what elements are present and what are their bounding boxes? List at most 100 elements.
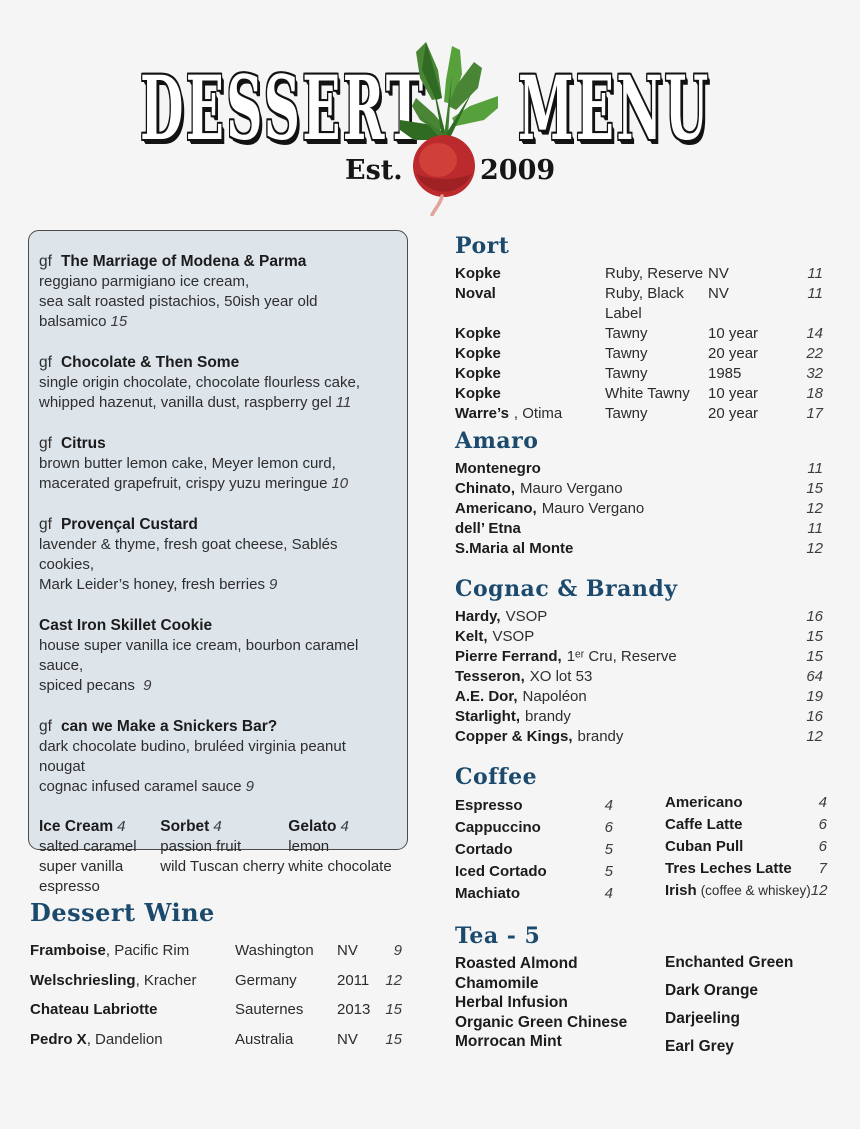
section-tea: Tea - 5 Roasted Almond Chamomile Herbal … bbox=[455, 923, 823, 1064]
dish-citrus: gf Citrus brown butter lemon cake, Meyer … bbox=[39, 433, 395, 494]
item-price: 15 bbox=[806, 480, 823, 497]
flavor: super vanilla bbox=[39, 858, 124, 875]
menu-row: Espresso 4 bbox=[455, 795, 613, 817]
page-title-menu: MENU bbox=[518, 56, 711, 160]
section-title: Coffee bbox=[455, 764, 538, 790]
item-name: Kopke bbox=[455, 325, 501, 342]
coffee-left-column: Espresso 4 Cappuccino 6 Cortado 5 Iced Cort… bbox=[455, 795, 613, 905]
dish-price: 15 bbox=[110, 313, 128, 330]
item-price: 12 bbox=[806, 540, 823, 557]
menu-row: Kopke Tawny 1985 32 bbox=[455, 364, 823, 384]
desc-line: dark chocolate budino, bruléed virginia … bbox=[39, 738, 346, 775]
desc-line: sea salt roasted pistachios, 50ish year … bbox=[39, 293, 318, 330]
menu-row: S.Maria al Monte 12 bbox=[455, 539, 823, 559]
item-style: Ruby, Black Label bbox=[605, 285, 684, 322]
menu-row: Hardy, VSOP 16 bbox=[455, 607, 823, 627]
gluten-free-label: gf bbox=[39, 354, 52, 371]
gluten-free-label: gf bbox=[39, 435, 52, 452]
item-name: Kopke bbox=[455, 345, 501, 362]
section-port: Port Kopke Ruby, Reserve NV 11 Noval Rub… bbox=[455, 233, 823, 424]
item-price: 11 bbox=[807, 265, 823, 282]
item-price: 4 bbox=[818, 794, 827, 811]
item-name: Kopke bbox=[455, 365, 501, 382]
dish-cast-iron-skillet-cookie: Cast Iron Skillet Cookie house super van… bbox=[39, 615, 395, 696]
dish-chocolate-then-some: gf Chocolate & Then Some single origin ch… bbox=[39, 352, 395, 413]
frozen-price: 4 bbox=[213, 818, 222, 835]
item-price: 64 bbox=[806, 668, 823, 685]
flavor: espresso bbox=[39, 878, 100, 895]
flavor: lemon bbox=[288, 838, 330, 855]
item-subname: Mauro Vergano bbox=[520, 480, 623, 497]
desc-line: reggiano parmigiano ice cream, bbox=[39, 273, 250, 290]
frozen-name: Gelato bbox=[288, 818, 337, 835]
desc-line: brown butter lemon cake, Meyer lemon cur… bbox=[39, 455, 336, 472]
menu-row: Machiato 4 bbox=[455, 883, 613, 905]
item-price: 11 bbox=[807, 460, 823, 477]
section-title: Port bbox=[455, 233, 510, 259]
menu-row: Chinato, Mauro Vergano 15 bbox=[455, 479, 823, 499]
menu-row: Welschriesling, Kracher Germany 2011 12 bbox=[30, 966, 402, 996]
menu-row: Cappuccino 6 bbox=[455, 817, 613, 839]
menu-row: Copper & Kings, brandy 12 bbox=[455, 727, 823, 747]
item-name: Machiato bbox=[455, 885, 521, 902]
tea-item: Enchanted Green bbox=[665, 954, 794, 971]
item-style: Tawny bbox=[605, 325, 648, 342]
gluten-free-label: gf bbox=[39, 253, 52, 270]
dish-price: 11 bbox=[335, 394, 352, 411]
frozen-price: 4 bbox=[117, 818, 126, 835]
menu-row: A.E. Dor, Napoléon 19 bbox=[455, 687, 823, 707]
menu-row: Iced Cortado 5 bbox=[455, 861, 613, 883]
dish-description: dark chocolate budino, bruléed virginia … bbox=[39, 737, 395, 797]
menu-row: Pierre Ferrand, 1ᵉʳ Cru, Reserve 15 bbox=[455, 647, 823, 667]
item-price: 22 bbox=[806, 345, 823, 362]
item-region: Washington bbox=[235, 942, 314, 959]
dish-title: gf Provençal Custard bbox=[39, 514, 395, 535]
menu-row: Framboise, Pacific Rim Washington NV 9 bbox=[30, 936, 402, 966]
established-label: Est. bbox=[345, 155, 403, 186]
tea-item: Dark Orange bbox=[665, 982, 759, 999]
dish-title: gf can we Make a Snickers Bar? bbox=[39, 716, 395, 737]
dish-title: gf Chocolate & Then Some bbox=[39, 352, 395, 373]
item-price: 4 bbox=[604, 885, 613, 902]
item-name: Montenegro bbox=[455, 460, 541, 477]
menu-row: Starlight, brandy 16 bbox=[455, 707, 823, 727]
menu-row: Caffe Latte 6 bbox=[665, 814, 827, 836]
item-name: Warre’s bbox=[455, 405, 509, 422]
dish-price: 9 bbox=[268, 576, 278, 593]
item-price: 4 bbox=[604, 797, 613, 814]
menu-row: Kopke Tawny 10 year 14 bbox=[455, 324, 823, 344]
menu-row: Tesseron, XO lot 53 64 bbox=[455, 667, 823, 687]
flavor: salted caramel bbox=[39, 838, 137, 855]
tea-item: Herbal Infusion bbox=[455, 994, 568, 1011]
menu-row: Kelt, VSOP 15 bbox=[455, 627, 823, 647]
item-name: Americano bbox=[665, 794, 743, 811]
item-price: 15 bbox=[806, 648, 823, 665]
item-price: 18 bbox=[806, 385, 823, 402]
item-name: Cappuccino bbox=[455, 819, 541, 836]
item-price: 5 bbox=[604, 841, 613, 858]
desc-line: spiced pecans bbox=[39, 677, 140, 694]
item-name: Cortado bbox=[455, 841, 513, 858]
item-name: Starlight, bbox=[455, 708, 521, 725]
item-subname: Mauro Vergano bbox=[541, 500, 645, 517]
item-name: A.E. Dor, bbox=[455, 688, 518, 705]
item-name: Cuban Pull bbox=[665, 838, 744, 855]
menu-row: Montenegro 11 bbox=[455, 459, 823, 479]
menu-row: Tres Leches Latte 7 bbox=[665, 858, 827, 880]
gluten-free-label: gf bbox=[39, 516, 52, 533]
item-price: 16 bbox=[806, 708, 823, 725]
item-name: Kelt, bbox=[455, 628, 488, 645]
menu-row: Kopke White Tawny 10 year 18 bbox=[455, 384, 823, 404]
item-price: 14 bbox=[806, 325, 823, 342]
dish-title: gf Citrus bbox=[39, 433, 395, 454]
desc-line: cognac infused caramel sauce bbox=[39, 778, 242, 795]
item-name: Kopke bbox=[455, 265, 501, 282]
section-dessert-wine: Dessert Wine Framboise, Pacific Rim Wash… bbox=[30, 900, 402, 1054]
item-style: Tawny bbox=[605, 405, 648, 422]
item-age: 10 year bbox=[708, 385, 759, 402]
item-name: Tesseron, bbox=[455, 668, 525, 685]
item-subname: , Pacific Rim bbox=[105, 942, 190, 959]
item-subname: , Dandelion bbox=[86, 1030, 163, 1048]
section-amaro: Amaro Montenegro 11 Chinato, Mauro Vergan… bbox=[455, 428, 823, 559]
